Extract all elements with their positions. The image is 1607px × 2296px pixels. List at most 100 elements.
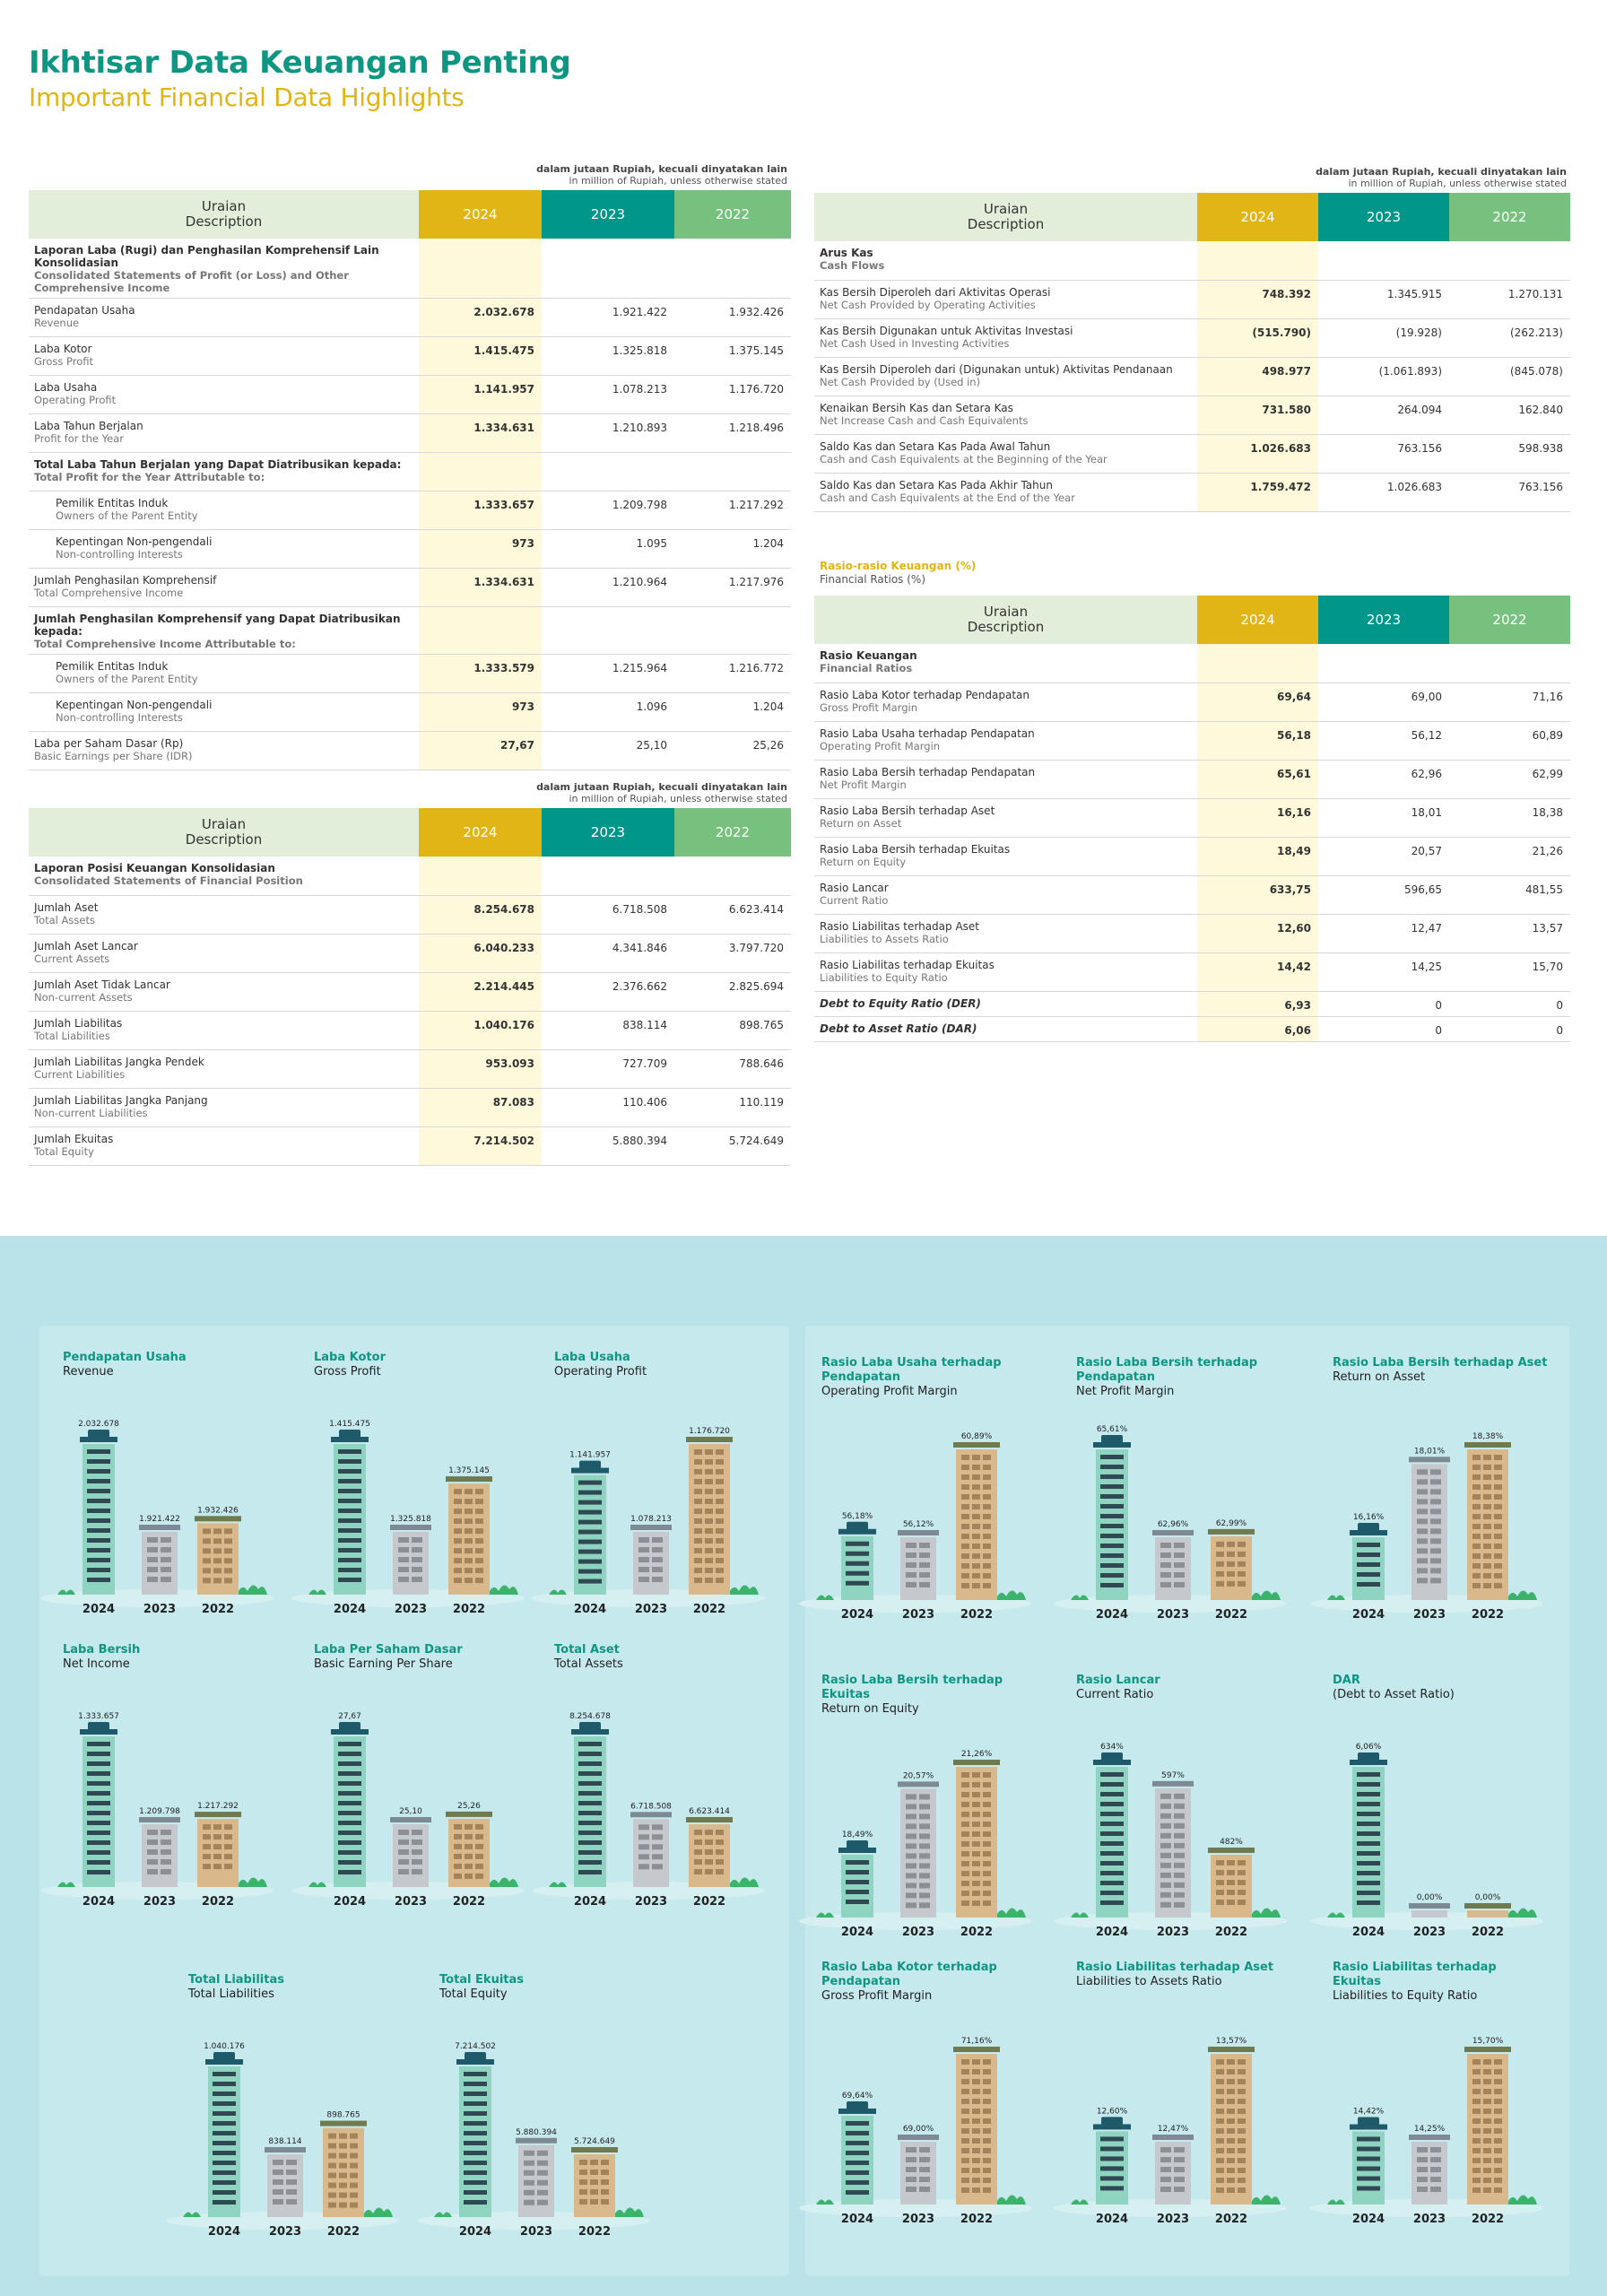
bar-window — [1174, 1882, 1185, 1888]
bar-value-label: 1.141.957 — [569, 1451, 611, 1460]
bar-window — [590, 2170, 598, 2175]
bar-value-label: 1.040.176 — [204, 2042, 245, 2051]
row-value-2024: 731.580 — [1197, 396, 1318, 435]
bar-window — [972, 2168, 980, 2173]
chart-subtitle: Gross Profit Margin — [821, 1989, 933, 2003]
row-value-2023: 1.026.683 — [1318, 473, 1449, 512]
bar-window — [961, 2118, 969, 2124]
row-value-2024: 1.040.176 — [419, 1011, 542, 1050]
bar-window — [1494, 1544, 1502, 1549]
bar-window — [398, 1849, 409, 1855]
bar-roof-top — [88, 1430, 109, 1438]
bar-body — [1352, 1537, 1385, 1600]
row-value-2023: 0 — [1318, 1016, 1449, 1042]
bar-window — [601, 2160, 609, 2165]
chart-16: 12,60% 2024 12,47% 2023 13,57% 2022 Rasio Liab… — [1054, 1961, 1327, 2226]
bar-roof — [1208, 1528, 1255, 1535]
row-value-2022: 1.932.426 — [674, 298, 791, 337]
bar-window — [1216, 1890, 1224, 1895]
row-label: Laba Kotor Gross Profit — [29, 336, 419, 376]
bar-window — [961, 2187, 969, 2193]
bar-window — [338, 1499, 361, 1503]
row-value-2023: 2.376.662 — [542, 972, 674, 1012]
bar-window — [1494, 1553, 1502, 1559]
bar-window — [1174, 1813, 1185, 1819]
bar-window — [147, 1849, 158, 1855]
row-value-2023: 1.095 — [542, 529, 674, 569]
bar-window — [328, 2152, 336, 2159]
unit-note-id: dalam jutaan Rupiah, kecuali dinyatakan … — [536, 163, 787, 175]
bar-window — [972, 1524, 980, 1529]
bar-window — [705, 1839, 713, 1845]
bar-window — [1238, 2079, 1246, 2084]
bar-window — [524, 2170, 534, 2176]
bar-window — [961, 1871, 969, 1876]
bar-window — [338, 1860, 361, 1865]
bar-window — [350, 2152, 358, 2159]
bar-window — [1430, 1548, 1441, 1554]
bush-shape — [1071, 1912, 1089, 1918]
bar-value-label: 2.032.678 — [78, 1420, 119, 1429]
row-value-2022: 3.797.720 — [674, 934, 791, 973]
bar-window — [1472, 2089, 1481, 2094]
bar-window — [1483, 2128, 1491, 2134]
row-value-2023: 763.156 — [1318, 434, 1449, 474]
bar-window — [578, 1500, 602, 1505]
bar-window — [1430, 2177, 1441, 2182]
bar-window — [87, 1509, 110, 1513]
bar-window — [87, 1811, 110, 1815]
bar-category-label: 2024 — [459, 2225, 491, 2239]
bar-window — [1357, 1572, 1380, 1577]
chart-title: Rasio Laba Bersih terhadap Aset — [1333, 1356, 1548, 1370]
bar-window — [1216, 1860, 1224, 1866]
bar-window — [273, 2189, 283, 2195]
bar-category-label: 2024 — [1352, 1608, 1385, 1622]
bar-window — [203, 1824, 211, 1831]
bar-window — [1472, 1573, 1481, 1578]
bar-window — [705, 1548, 713, 1553]
bar-window — [1238, 2059, 1246, 2065]
building-bar-2023 — [1409, 1903, 1450, 1918]
bar-roof — [838, 1848, 876, 1853]
bush-shape — [728, 1585, 759, 1595]
bar-window — [716, 1538, 724, 1544]
bush-shape — [995, 1590, 1026, 1600]
building-bar-2023 — [630, 1525, 672, 1595]
bar-window — [87, 1860, 110, 1865]
bar-window — [398, 1577, 409, 1582]
bar-window — [465, 1578, 473, 1584]
data-table: Uraian Description 2024 2023 2022 Laporan Lab… — [29, 190, 791, 770]
row-value-2023: 110.406 — [542, 1088, 674, 1127]
building-bar-2023 — [265, 2147, 306, 2217]
bar-window — [1238, 2089, 1246, 2094]
bar-window — [1160, 1582, 1171, 1587]
bar-roof-top — [339, 1722, 360, 1730]
bar-window — [919, 1543, 930, 1548]
bar-window — [1472, 2079, 1481, 2084]
bar-body — [1467, 1910, 1508, 1918]
bar-window — [1174, 2157, 1185, 2162]
row-value-2024: 69,64 — [1197, 683, 1318, 722]
bar-window — [972, 1455, 980, 1460]
bar-window — [983, 1841, 991, 1847]
bar-window — [1227, 2158, 1235, 2163]
row-value-2022: 71,16 — [1449, 683, 1570, 722]
bar-window — [412, 1859, 422, 1865]
bar-window — [694, 1830, 702, 1835]
bar-window — [1160, 2157, 1171, 2162]
row-label: Pemilik Entitas Induk Owners of the Paren… — [29, 491, 419, 530]
bar-window — [1238, 1870, 1246, 1875]
chart-svg: 69,64% 2024 69,00% 2023 71,16% 2022 — [799, 2037, 1032, 2226]
row-value-2023: 56,12 — [1318, 721, 1449, 761]
bush-shape — [183, 2212, 201, 2217]
bar-window — [339, 2182, 347, 2188]
bar-window — [705, 1578, 713, 1583]
bar-roof — [953, 1760, 1000, 1765]
bar-window — [1216, 2118, 1224, 2124]
row-value-empty — [1197, 241, 1318, 281]
bar-window — [87, 1538, 110, 1543]
row-label: Arus Kas Cash Flows — [814, 241, 1197, 281]
bar-window — [1417, 1538, 1428, 1544]
bar-window — [147, 1567, 158, 1572]
row-label: Rasio Lancar Current Ratio — [814, 875, 1197, 915]
